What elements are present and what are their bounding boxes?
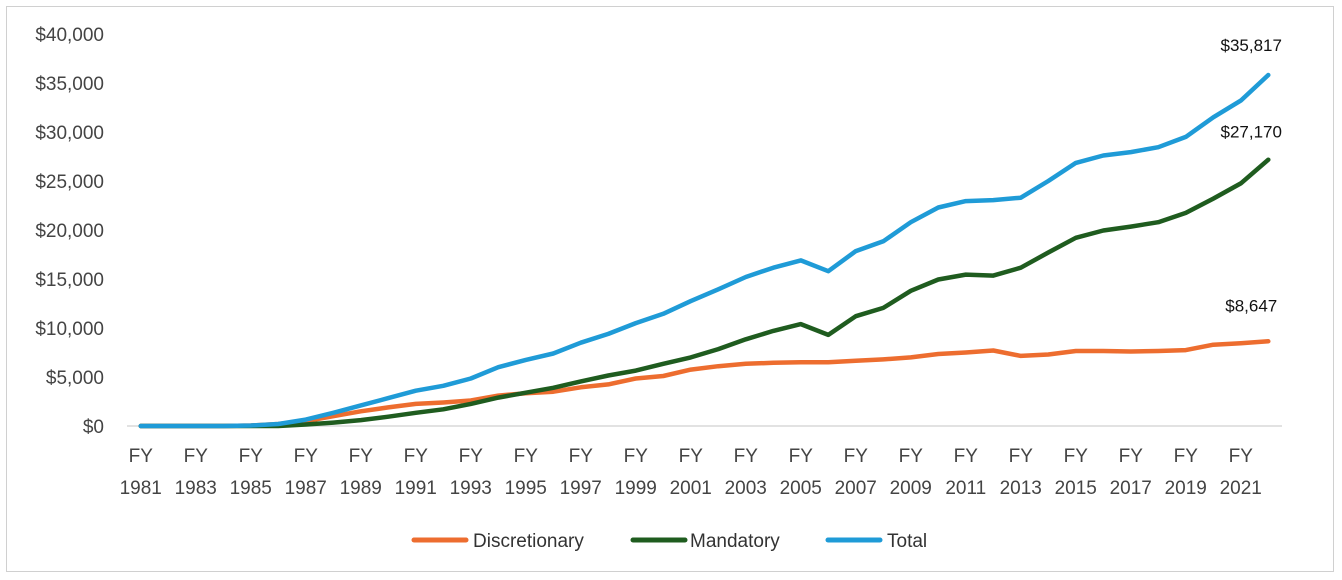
- series-line-total: [138, 72, 1271, 429]
- x-tick-label: 1989: [340, 478, 382, 499]
- x-tick-label: 2011: [945, 478, 986, 499]
- x-tick-label: FY: [734, 446, 759, 467]
- legend-item-mandatory: Mandatory: [630, 531, 780, 552]
- x-tick-label: 2003: [725, 478, 767, 499]
- series-line-discretionary: [138, 339, 1271, 429]
- y-tick-label: $5,000: [46, 368, 104, 389]
- end-labels: $8,647 $27,170 $35,817: [1221, 36, 1282, 315]
- y-tick-label: $25,000: [35, 172, 104, 193]
- x-tick-label: 1993: [450, 478, 492, 499]
- x-tick-label: 1983: [175, 478, 217, 499]
- x-tick-label: FY: [514, 446, 539, 467]
- x-tick-label: FY: [349, 446, 374, 467]
- x-tick-label: 1991: [395, 478, 437, 499]
- y-tick-label: $35,000: [35, 74, 104, 95]
- line-chart: $0 $5,000 $10,000 $15,000 $20,000 $25,000 $30,…: [35, 25, 1282, 552]
- x-tick-label: 2013: [1000, 478, 1042, 499]
- x-tick-label: FY: [1009, 446, 1034, 467]
- legend-item-total: Total: [825, 531, 927, 552]
- x-tick-label: 2019: [1165, 478, 1207, 499]
- x-tick-label: 2017: [1110, 478, 1152, 499]
- x-tick-label: FY: [294, 446, 319, 467]
- x-tick-label: FY: [569, 446, 594, 467]
- x-tick-label: FY: [844, 446, 869, 467]
- end-value-label: $35,817: [1221, 36, 1282, 55]
- y-tick-label: $30,000: [35, 123, 104, 144]
- x-tick-label: FY: [1174, 446, 1199, 467]
- x-tick-label: FY: [1229, 446, 1254, 467]
- y-tick-label: $10,000: [35, 319, 104, 340]
- x-tick-label: 2005: [780, 478, 822, 499]
- x-tick-label: 1997: [560, 478, 602, 499]
- legend-label: Total: [887, 531, 927, 552]
- x-tick-label: FY: [239, 446, 264, 467]
- x-tick-label: 2015: [1055, 478, 1097, 499]
- x-tick-label: 2001: [670, 478, 712, 499]
- legend-item-discretionary: Discretionary: [411, 531, 584, 552]
- x-tick-label: FY: [899, 446, 924, 467]
- x-tick-label: FY: [129, 446, 154, 467]
- x-tick-label: 1987: [285, 478, 327, 499]
- x-axis: FY 1981 FY 1983 FY 1985 FY 1987 FY 1989 FY 1991 FY 19…: [120, 425, 1282, 499]
- y-tick-label: $20,000: [35, 221, 104, 242]
- y-tick-label: $40,000: [35, 25, 104, 46]
- x-tick-label: 1999: [615, 478, 657, 499]
- x-tick-label: 1995: [505, 478, 547, 499]
- x-tick-label: 1985: [230, 478, 272, 499]
- legend-label: Mandatory: [690, 531, 780, 552]
- x-tick-label: FY: [1064, 446, 1089, 467]
- x-tick-label: FY: [184, 446, 209, 467]
- y-tick-label: $15,000: [35, 270, 104, 291]
- x-tick-label: FY: [459, 446, 484, 467]
- end-value-label: $27,170: [1221, 123, 1282, 142]
- y-axis: $0 $5,000 $10,000 $15,000 $20,000 $25,000 $30,…: [35, 25, 104, 438]
- chart-frame: $0 $5,000 $10,000 $15,000 $20,000 $25,000 $30,…: [6, 6, 1334, 572]
- x-tick-label: FY: [1119, 446, 1144, 467]
- legend: Discretionary Mandatory Total: [411, 531, 927, 552]
- x-tick-label: FY: [679, 446, 704, 467]
- end-value-label: $8,647: [1225, 296, 1277, 315]
- x-tick-label: FY: [789, 446, 814, 467]
- legend-label: Discretionary: [473, 531, 584, 552]
- series-layer: [138, 72, 1271, 429]
- x-tick-label: FY: [404, 446, 429, 467]
- x-tick-label: 2009: [890, 478, 932, 499]
- series-line-mandatory: [138, 157, 1271, 429]
- x-tick-label: 1981: [120, 478, 162, 499]
- x-tick-label: FY: [624, 446, 649, 467]
- x-tick-label: 2021: [1220, 478, 1262, 499]
- y-tick-label: $0: [83, 417, 104, 438]
- x-tick-label: 2007: [835, 478, 877, 499]
- x-tick-label: FY: [954, 446, 979, 467]
